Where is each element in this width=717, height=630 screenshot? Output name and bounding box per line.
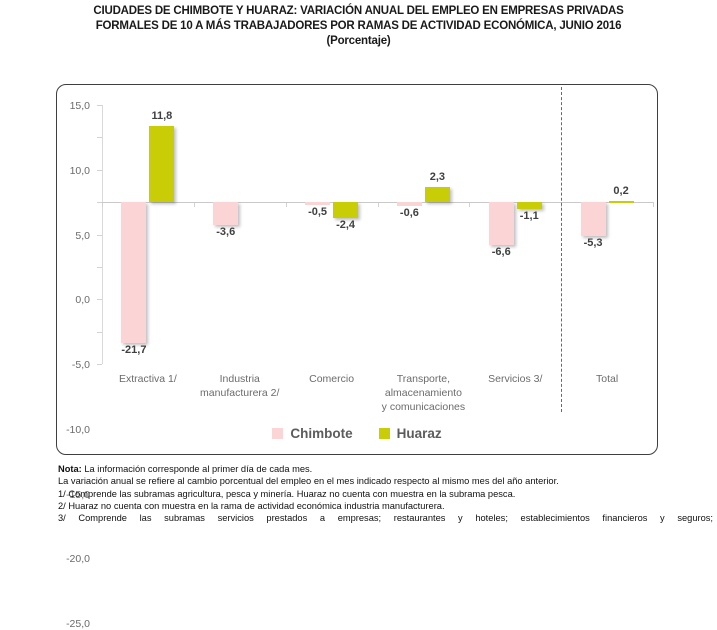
x-tick-mark	[193, 202, 195, 208]
chart-title-block: CIUDADES DE CHIMBOTE Y HUARAZ: VARIACIÓN…	[0, 0, 717, 49]
x-category-label-line: manufacturera 2/	[200, 387, 280, 399]
x-category-label-1: Industria manufacturera 2/	[200, 372, 279, 400]
footnote-nota-text: La información corresponde al primer día…	[81, 464, 313, 474]
chart-plot-area: 15,0 10,0 5,0 0,0 -5,0 -10,0 -15,0 -20,0 -25,0 -…	[66, 87, 654, 630]
page-title-line-2: FORMALES DE 10 A MÁS TRABAJADORES POR RA…	[95, 20, 622, 32]
y-tick-label: 0,0	[75, 294, 90, 307]
y-tick-mark: 5,0	[75, 169, 102, 242]
bar-chimbote-5[interactable]	[580, 202, 606, 237]
y-tick-mark: -25,0	[66, 364, 102, 630]
footnote-line-3: 1/ Comprende las subramas agricultura, p…	[58, 488, 516, 499]
x-tick-mark	[653, 202, 654, 208]
x-category-label-5: Total	[596, 372, 618, 386]
x-category-label-line: Servicios 3/	[488, 373, 543, 385]
x-category-label-2: Comercio	[309, 372, 354, 386]
legend-swatch-chimbote	[272, 428, 284, 439]
y-tick-mark: -15,0	[66, 299, 102, 501]
y-tick-mark: -5,0	[72, 234, 102, 371]
y-tick-label: -15,0	[66, 488, 90, 501]
bar-value-label-chimbote-3: -0,6	[399, 207, 419, 219]
y-tick-label: -25,0	[66, 618, 90, 630]
footnote-nota-label: Nota:	[58, 464, 82, 474]
y-tick-mark: 0,0	[75, 202, 102, 306]
footnote-line-2: La variación anual se refiere al cambio …	[58, 476, 559, 487]
bar-chimbote-1[interactable]	[213, 202, 239, 226]
x-category-label-0: Extractiva 1/	[119, 372, 177, 386]
bar-huaraz-5[interactable]	[608, 200, 634, 204]
footnotes-block: Nota: La información corresponde al prim…	[58, 463, 713, 524]
footnote-nota: Nota: La información corresponde al prim…	[58, 463, 713, 475]
y-tick-label: 5,0	[75, 229, 90, 242]
bar-value-label-huaraz-4: -1,1	[519, 210, 539, 223]
x-category-label-line: almacenamiento	[384, 387, 462, 399]
bar-chimbote-0[interactable]	[121, 202, 147, 343]
x-category-label-line: y comunicaciones	[381, 401, 466, 413]
x-category-label-3: Transporte, almacenamiento y comunicacione…	[382, 372, 465, 414]
legend-swatch-huaraz	[378, 428, 390, 439]
x-tick-mark	[285, 202, 287, 208]
bar-value-label-huaraz-3: 2,3	[429, 171, 446, 184]
bar-value-label-chimbote-0: -21,7	[121, 343, 147, 356]
x-tick-mark	[377, 202, 379, 208]
y-tick-label: -20,0	[66, 553, 90, 566]
x-tick-mark	[102, 202, 103, 208]
legend-label-huaraz: Huaraz	[396, 426, 442, 441]
bar-value-label-huaraz-5: 0,2	[613, 184, 629, 197]
bar-value-label-chimbote-4: -6,6	[491, 245, 511, 258]
y-tick-label: -10,0	[66, 423, 90, 436]
x-category-label-line: Total	[595, 373, 619, 385]
y-tick-label: -5,0	[71, 359, 90, 371]
page-title-line-3: (Porcentaje)	[326, 35, 391, 47]
y-tick-mark: 10,0	[70, 137, 102, 177]
zero-baseline	[102, 202, 653, 204]
footnote-line-5: 3/ Comprende las subramas servicios pres…	[58, 513, 713, 524]
bar-chimbote-2[interactable]	[305, 202, 331, 206]
x-category-label-line: Extractiva 1/	[119, 373, 177, 385]
bar-value-label-huaraz-2: -2,4	[336, 218, 356, 231]
x-category-label-line: Industria	[219, 373, 260, 385]
y-tick-mark: 15,0	[70, 100, 102, 112]
footnote-line-4: 2/ Huaraz no cuenta con muestra en la ra…	[58, 500, 445, 511]
y-tick-mark: -20,0	[66, 331, 102, 565]
x-category-label-line: Comercio	[309, 373, 355, 385]
chart-frame: 15,0 10,0 5,0 0,0 -5,0 -10,0 -15,0 -20,0 -25,0 -…	[56, 84, 658, 630]
y-tick-label: 10,0	[69, 164, 90, 177]
bar-value-label-chimbote-2: -0,5	[308, 206, 328, 219]
legend-item-chimbote[interactable]: Chimbote	[272, 426, 353, 441]
page-title-line-1: CIUDADES DE CHIMBOTE Y HUARAZ: VARIACIÓN…	[93, 5, 624, 17]
bar-value-label-huaraz-0: 11,8	[151, 109, 173, 122]
bar-chimbote-4[interactable]	[488, 202, 514, 245]
legend-item-huaraz[interactable]: Huaraz	[378, 426, 442, 441]
bar-huaraz-3[interactable]	[424, 187, 450, 203]
bar-chimbote-3[interactable]	[396, 202, 422, 206]
y-tick-label: 15,0	[69, 100, 90, 112]
y-tick-mark: -10,0	[66, 266, 102, 436]
legend-label-chimbote: Chimbote	[290, 426, 353, 441]
x-category-label-4: Servicios 3/	[488, 372, 542, 386]
bar-value-label-chimbote-1: -3,6	[216, 226, 236, 239]
bar-value-label-chimbote-5: -5,3	[583, 237, 603, 250]
chart-legend: Chimbote Huaraz	[57, 426, 657, 441]
total-separator-line	[561, 87, 563, 412]
x-tick-mark	[469, 202, 471, 208]
y-axis-line	[102, 105, 103, 364]
bar-huaraz-2[interactable]	[333, 202, 359, 218]
bar-huaraz-0[interactable]	[149, 125, 175, 203]
bar-huaraz-4[interactable]	[516, 202, 542, 210]
x-category-label-line: Transporte,	[396, 373, 451, 385]
